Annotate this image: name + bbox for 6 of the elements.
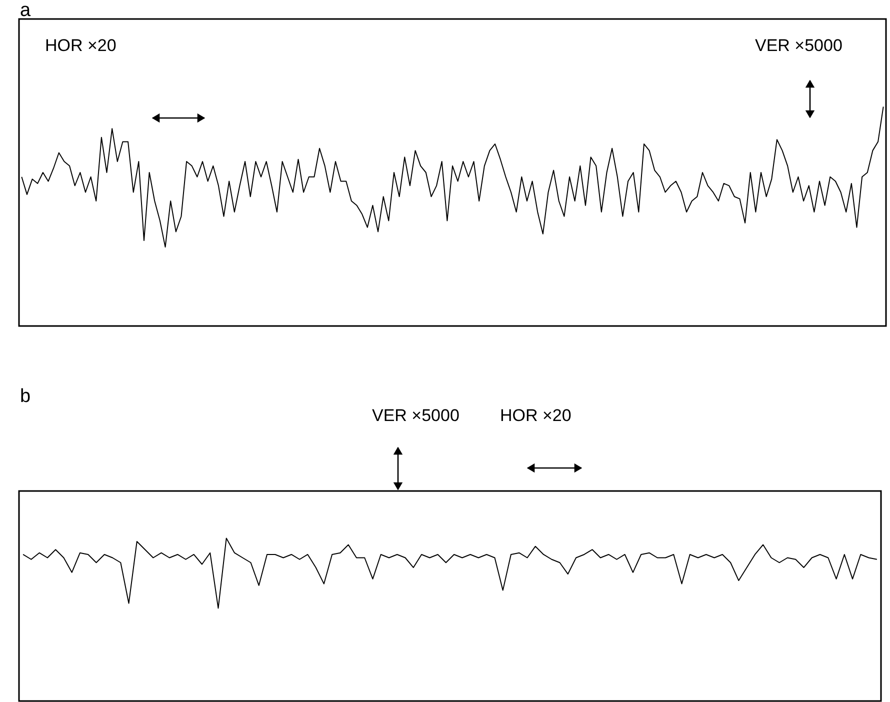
text: HOR ×20 — [45, 36, 116, 56]
chart-title: b — [20, 386, 31, 408]
text: VER ×5000 — [372, 406, 460, 426]
text: HOR ×20 — [500, 406, 572, 426]
chart-title: a — [20, 0, 31, 22]
text: VER ×5000 — [755, 36, 842, 56]
